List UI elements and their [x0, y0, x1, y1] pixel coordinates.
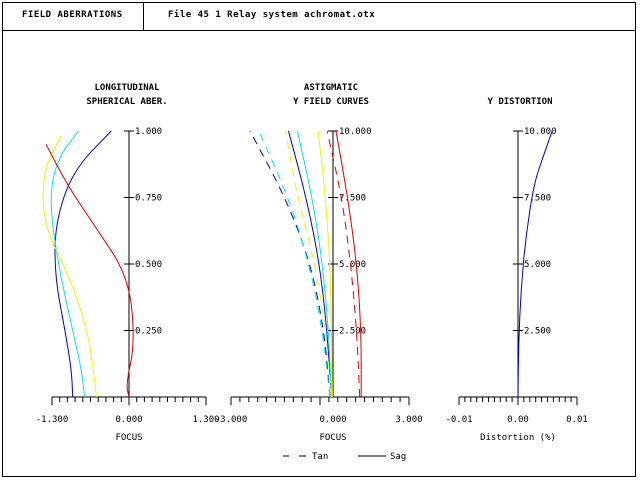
- x-tick-label: 1.300: [192, 415, 219, 425]
- series-line: [317, 130, 333, 398]
- series-line: [42, 136, 97, 398]
- series-line: [335, 130, 362, 397]
- legend: Tan Sag: [283, 452, 406, 462]
- x-tick-label: 0.000: [319, 415, 346, 425]
- series-line: [54, 130, 112, 398]
- y-tick-label: 10.000: [339, 127, 372, 137]
- x-tick-label: -3.000: [215, 415, 248, 425]
- x-axis-label: Distortion (%): [480, 433, 556, 443]
- y-tick-label: 5.000: [524, 260, 551, 270]
- x-tick-label: 3.000: [395, 415, 422, 425]
- section-label: FIELD ABERRATIONS: [22, 10, 123, 20]
- header-column-divider: [143, 2, 144, 30]
- distortion-panel: Y DISTORTION -0.01 0.00 0.01 Distortion (%) 2…: [445, 97, 587, 443]
- y-tick-label: 2.500: [524, 327, 551, 337]
- chart-title-line: LONGITUDINAL: [94, 83, 160, 93]
- y-tick-label: 7.500: [339, 194, 366, 204]
- y-tick-label: 7.500: [524, 194, 551, 204]
- chart-title-line: Y FIELD CURVES: [293, 97, 369, 107]
- y-tick-label: 1.000: [135, 127, 162, 137]
- series-line: [258, 130, 331, 398]
- series-line: [296, 130, 333, 398]
- series-line: [249, 130, 331, 398]
- series-line: [285, 130, 333, 398]
- series-line: [517, 130, 553, 398]
- y-tick-label: 0.500: [135, 260, 162, 270]
- x-tick-label: -1.300: [36, 415, 69, 425]
- series-line: [326, 130, 361, 398]
- chart-title-line: Y DISTORTION: [487, 97, 552, 107]
- y-tick-label: 5.000: [339, 260, 366, 270]
- file-label: File 45 1 Relay system achromat.otx: [168, 10, 376, 20]
- x-tick-label: 0.01: [566, 415, 588, 425]
- x-axis-label: FOCUS: [319, 433, 346, 443]
- legend-tan-label: Tan: [312, 452, 328, 462]
- y-tick-label: 0.250: [135, 327, 162, 337]
- field-curves-panel: ASTIGMATIC Y FIELD CURVES -3.000 0.000 3.000…: [215, 83, 423, 443]
- series-line: [288, 130, 333, 398]
- y-tick-label: 10.000: [524, 127, 557, 137]
- x-tick-label: 0.000: [115, 415, 142, 425]
- chart-title-line: SPHERICAL ABER.: [86, 97, 167, 107]
- header-divider: [2, 30, 636, 31]
- longitudinal-spherical-panel: LONGITUDINAL SPHERICAL ABER. -1.300 0.000 1.…: [36, 83, 220, 443]
- x-axis-label: FOCUS: [115, 433, 142, 443]
- x-tick-label: 0.00: [507, 415, 529, 425]
- legend-sag-label: Sag: [390, 452, 406, 462]
- series-line: [45, 144, 134, 398]
- y-tick-label: 0.750: [135, 194, 162, 204]
- series-line: [50, 130, 86, 398]
- x-tick-label: -0.01: [445, 415, 472, 425]
- chart-title-line: ASTIGMATIC: [304, 83, 358, 93]
- y-tick-label: 2.500: [339, 327, 366, 337]
